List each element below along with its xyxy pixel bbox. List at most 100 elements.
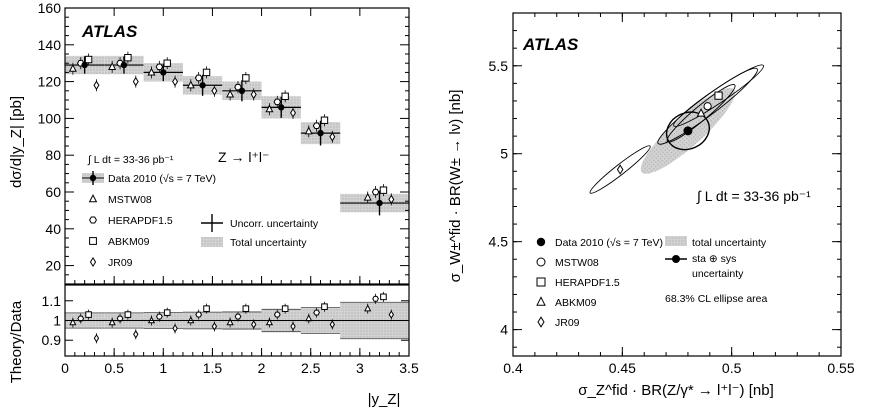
theory-point (226, 89, 235, 98)
process-label: Z → l⁺l⁻ (218, 149, 269, 165)
x-tick-label: 0.5 (104, 360, 124, 376)
ratio-point (124, 311, 132, 318)
y-tick-label: 100 (38, 110, 62, 126)
legend-total-marker (201, 237, 223, 247)
ratio-point (313, 309, 320, 316)
legend-marker (537, 316, 545, 328)
left-luminosity-label: ∫ L dt = 33-36 pb⁻¹ (87, 154, 174, 166)
legend-marker (89, 237, 97, 245)
theory-point (68, 63, 77, 72)
ratio-point (242, 305, 250, 312)
data-point (120, 61, 128, 69)
ratio-point (155, 313, 163, 320)
theory-point (363, 192, 372, 201)
right-x-axis-label: σ_Z^fid · BR(Z/γ* → l⁺l⁻) [nb] (578, 382, 774, 399)
theory-point (147, 67, 156, 76)
theory-point (312, 122, 321, 130)
data-point (683, 126, 693, 136)
left-atlas-label: ATLAS (81, 22, 138, 41)
theory-point (242, 74, 250, 82)
theory-point (265, 104, 274, 113)
rlegend-stasys-2: uncertainty (692, 268, 744, 280)
rlegend-total-marker (665, 236, 687, 246)
x-tick-label: 1.5 (203, 360, 223, 376)
data-point (199, 82, 206, 89)
data-point (317, 129, 324, 137)
theory-point (202, 68, 211, 77)
rlegend-data: Data 2010 (√s = 7 TeV) (555, 237, 663, 249)
herapdf-ellipse (673, 64, 764, 127)
right-luminosity-label: ∫ L dt = 33-36 pb⁻¹ (696, 188, 811, 204)
ratio-point (108, 318, 116, 326)
x-tick-label: 0.55 (827, 360, 854, 376)
legend-jr09: JR09 (108, 257, 133, 269)
theory-point (155, 63, 164, 71)
rlegend-total: total uncertainty (692, 237, 767, 249)
x-tick-label: 0.5 (722, 360, 742, 376)
model-point (616, 164, 624, 175)
ratio-tick-label: 1 (53, 313, 61, 329)
right-legend: Data 2010 (√s = 7 TeV) MSTW08 HERAPDF1.5… (536, 236, 767, 329)
y-tick-label: 80 (45, 147, 61, 163)
ratio-point (203, 305, 210, 312)
y-tick-label: 4 (500, 322, 508, 338)
left-legend: Data 2010 (√s = 7 TeV) MSTW08 HERAPDF1.5… (82, 171, 319, 269)
rlegend-mstw08: MSTW08 (555, 257, 599, 269)
ratio-point (234, 313, 242, 320)
rlegend-stasys: sta ⊕ sys (692, 253, 736, 265)
x-tick-label: 0 (61, 360, 69, 376)
y-tick-label: 40 (45, 221, 61, 237)
left-panel: 0 0.5 1 1.5 2 2.5 3 3.5 20 40 60 80 100 120 140 160 0.9 1… (8, 0, 419, 407)
legend-uncorr-marker (201, 214, 223, 232)
legend-marker (89, 216, 97, 224)
rlegend-jr09: JR09 (555, 317, 580, 329)
legend-marker (536, 237, 546, 247)
ratio-point (211, 322, 218, 331)
ratio-y-axis-label: Theory/Data (8, 300, 25, 383)
rlegend-stasys-marker (665, 255, 687, 263)
jr09-ellipse (589, 145, 651, 194)
y-tick-label: 140 (38, 37, 62, 53)
ratio-point (195, 311, 203, 318)
theory-point (329, 132, 336, 142)
left-x-axis-label: |y_Z| (368, 391, 401, 407)
theory-point (124, 53, 132, 62)
legend-abkm09: ABKM09 (108, 236, 150, 248)
theory-point (211, 86, 218, 96)
y-tick-label: 160 (38, 0, 62, 16)
y-tick-label: 20 (45, 258, 61, 274)
legend-marker (88, 193, 98, 203)
theory-point (172, 76, 179, 87)
ratio-point (251, 320, 257, 329)
rlegend-ellipse: 68.3% CL ellipse area (665, 293, 767, 305)
legend-uncorr: Uncorr. uncertainty (230, 218, 319, 230)
x-tick-label: 1 (159, 360, 167, 376)
ratio-point (133, 330, 139, 339)
legend-total: Total uncertainty (230, 237, 307, 249)
x-tick-label: 2.5 (301, 360, 321, 376)
ratio-tick-label: 0.9 (42, 332, 62, 348)
legend-marker (536, 296, 546, 306)
legend-marker (536, 277, 546, 287)
data-point (81, 61, 88, 69)
y-tick-label: 120 (38, 74, 62, 90)
ratio-point (388, 310, 394, 319)
rlegend-herapdf: HERAPDF1.5 (555, 277, 620, 289)
data-point (376, 199, 383, 207)
ratio-tick-label: 1.1 (42, 293, 62, 309)
legend-marker (89, 256, 97, 268)
data-point (238, 87, 246, 95)
theory-point (108, 62, 117, 70)
ratio-point (329, 320, 336, 329)
left-y-axis-label: dσ/d|y_Z| [pb] (8, 96, 25, 188)
ratio-point (364, 304, 372, 312)
theory-point (281, 92, 289, 101)
ratio-point (265, 318, 274, 326)
theory-point (194, 74, 203, 82)
x-tick-label: 2 (258, 360, 266, 376)
theory-point (379, 186, 388, 194)
theory-point (250, 89, 257, 100)
y-tick-label: 5 (500, 146, 508, 162)
right-y-axis-label: σ_W±^fid · BR(W± → lν) [nb] (447, 90, 464, 283)
ratio-point (372, 295, 379, 302)
